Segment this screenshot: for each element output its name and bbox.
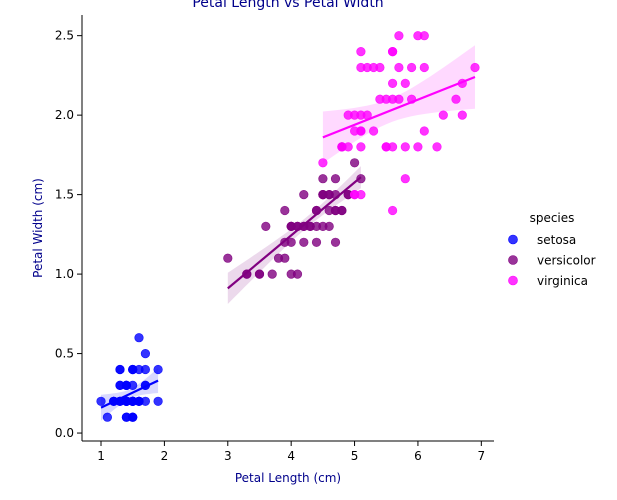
- y-tick-label: 1.0: [55, 267, 74, 281]
- data-point-setosa: [140, 364, 150, 375]
- regression-line-setosa: [100, 379, 159, 409]
- data-point-setosa: [128, 364, 138, 375]
- data-point-virginica: [407, 62, 417, 73]
- data-points: [96, 31, 480, 422]
- y-tick-label: 2.0: [55, 108, 74, 122]
- data-point-virginica: [438, 110, 448, 120]
- data-point-virginica: [388, 78, 398, 88]
- data-point-virginica: [356, 142, 366, 152]
- data-point-versicolor: [324, 221, 334, 231]
- data-point-versicolor: [299, 237, 309, 247]
- data-point-setosa: [153, 364, 163, 375]
- confidence-bands: [101, 45, 475, 421]
- data-point-virginica: [400, 78, 410, 88]
- data-point-virginica: [432, 142, 442, 152]
- legend: species setosa versicolor virginica: [508, 211, 596, 288]
- data-point-virginica: [394, 62, 404, 73]
- legend-label-virginica: virginica: [537, 274, 588, 288]
- data-point-versicolor: [280, 253, 290, 263]
- data-point-versicolor: [330, 174, 341, 184]
- data-point-setosa: [121, 380, 131, 391]
- x-tick-label: 2: [161, 449, 169, 463]
- data-point-versicolor: [330, 237, 341, 247]
- x-tick-label: 6: [414, 449, 422, 463]
- data-point-virginica: [419, 31, 429, 41]
- data-point-virginica: [394, 31, 404, 41]
- data-point-versicolor: [280, 205, 290, 216]
- legend-title: species: [530, 211, 575, 225]
- y-tick-label: 1.5: [55, 188, 74, 202]
- data-point-setosa: [128, 396, 138, 406]
- data-point-versicolor: [311, 237, 322, 247]
- data-point-virginica: [388, 46, 398, 57]
- data-point-virginica: [457, 110, 467, 120]
- data-point-setosa: [96, 396, 106, 406]
- data-point-virginica: [369, 126, 379, 136]
- x-tick-label: 1: [97, 449, 105, 463]
- y-tick-label: 0.0: [55, 426, 74, 440]
- y-tick-label: 2.5: [55, 29, 74, 43]
- data-point-virginica: [400, 174, 410, 184]
- data-point-setosa: [102, 412, 112, 422]
- regression-line-virginica: [322, 75, 476, 139]
- data-point-virginica: [394, 94, 404, 104]
- legend-marker-virginica: [508, 275, 518, 286]
- x-tick-label: 5: [351, 449, 359, 463]
- data-point-versicolor: [356, 174, 366, 184]
- data-point-virginica: [388, 142, 398, 152]
- data-point-setosa: [153, 396, 163, 406]
- data-point-versicolor: [350, 158, 360, 168]
- data-point-virginica: [419, 62, 429, 73]
- data-point-virginica: [388, 205, 398, 216]
- data-point-setosa: [134, 333, 144, 343]
- data-point-virginica: [375, 62, 385, 73]
- confidence-band-versicolor: [227, 166, 361, 304]
- data-point-setosa: [140, 349, 150, 359]
- legend-marker-setosa: [508, 234, 518, 245]
- regression-lines: [100, 75, 476, 409]
- data-point-virginica: [413, 142, 423, 152]
- data-point-virginica: [356, 190, 366, 200]
- data-point-virginica: [318, 158, 328, 168]
- data-point-versicolor: [254, 269, 265, 279]
- legend-marker-versicolor: [508, 255, 518, 265]
- data-point-virginica: [356, 126, 366, 136]
- data-point-virginica: [419, 126, 429, 136]
- y-tick-label: 0.5: [55, 347, 74, 361]
- chart-title: Petal Length vs Petal Width: [192, 0, 383, 11]
- x-tick-label: 4: [287, 449, 295, 463]
- data-point-virginica: [343, 142, 353, 152]
- x-tick-label: 7: [478, 449, 486, 463]
- data-point-versicolor: [337, 205, 347, 216]
- data-point-versicolor: [286, 237, 296, 247]
- data-point-virginica: [400, 142, 410, 152]
- legend-label-versicolor: versicolor: [537, 254, 596, 268]
- data-point-virginica: [356, 46, 366, 57]
- data-point-virginica: [451, 94, 461, 104]
- y-axis-title: Petal Width (cm): [31, 178, 45, 278]
- regression-line-versicolor: [227, 176, 362, 290]
- data-point-versicolor: [299, 190, 309, 200]
- legend-label-setosa: setosa: [537, 233, 576, 247]
- data-point-versicolor: [261, 221, 271, 231]
- x-tick-label: 3: [224, 449, 232, 463]
- data-point-setosa: [115, 364, 125, 375]
- data-point-versicolor: [267, 269, 277, 279]
- x-axis-ticks: 1 2 3 4 5 6 7: [97, 441, 485, 463]
- data-point-virginica: [470, 62, 480, 73]
- x-axis-title: Petal Length (cm): [235, 471, 341, 485]
- data-point-setosa: [128, 412, 138, 422]
- y-axis-ticks: 0.0 0.5 1.0 1.5 2.0 2.5: [55, 29, 82, 440]
- data-point-versicolor: [318, 174, 328, 184]
- data-point-versicolor: [223, 253, 233, 263]
- data-point-versicolor: [292, 269, 303, 279]
